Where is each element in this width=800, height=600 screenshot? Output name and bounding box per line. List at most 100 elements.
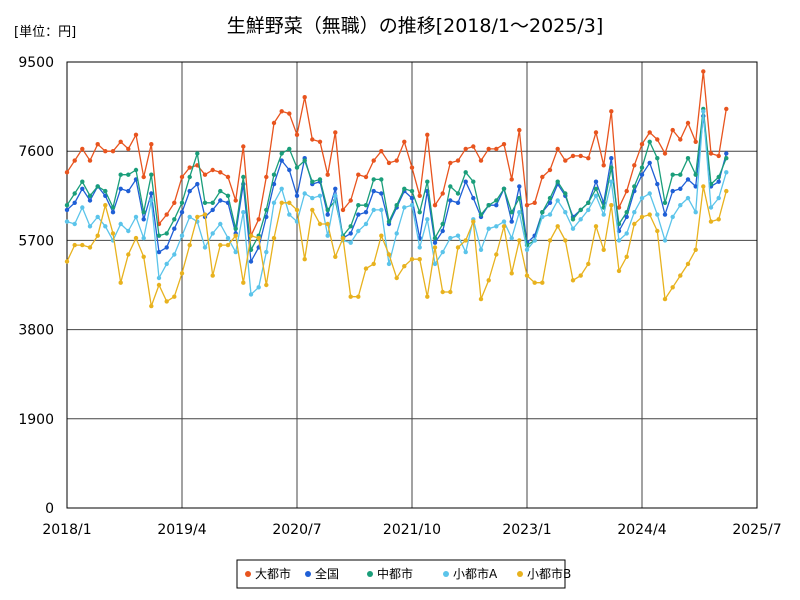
data-point (302, 158, 307, 163)
data-point (724, 151, 729, 156)
data-point (555, 179, 560, 184)
data-point (616, 238, 622, 243)
data-point (509, 271, 514, 276)
data-point (647, 130, 652, 135)
data-point (494, 203, 499, 208)
data-point (471, 179, 476, 184)
data-point (593, 130, 599, 135)
data-point (210, 231, 215, 236)
data-point (494, 224, 499, 229)
data-point (685, 195, 691, 201)
data-point (126, 172, 131, 177)
data-point (87, 224, 93, 229)
data-point (356, 212, 361, 217)
data-point (448, 289, 453, 295)
data-point (233, 226, 238, 231)
data-point (578, 207, 583, 213)
x-tick-label: 2025/7 (732, 522, 781, 538)
data-point (448, 235, 453, 241)
data-point (432, 261, 438, 267)
data-point (248, 259, 254, 264)
data-point (616, 268, 622, 274)
data-point (64, 219, 70, 224)
data-point (310, 195, 315, 201)
data-point (333, 254, 338, 259)
data-point (624, 210, 629, 215)
data-point (141, 210, 146, 215)
data-point (601, 163, 606, 168)
data-point (647, 160, 652, 166)
data-point (172, 226, 177, 231)
data-point (348, 198, 353, 203)
data-point (187, 214, 192, 220)
data-point (379, 207, 384, 213)
data-point (624, 188, 629, 194)
data-point (386, 219, 392, 224)
data-point (241, 144, 246, 149)
data-point (241, 210, 246, 215)
legend-label: 大都市 (255, 566, 291, 581)
data-point (501, 224, 507, 229)
legend-marker (367, 571, 373, 577)
data-point (609, 109, 614, 114)
data-point (547, 167, 553, 173)
data-point (716, 217, 721, 222)
data-point (724, 188, 729, 194)
series-2 (64, 113, 729, 264)
data-point (662, 200, 668, 205)
data-point (141, 217, 146, 222)
data-point (271, 235, 277, 241)
data-point (149, 303, 154, 309)
data-point (95, 142, 100, 147)
legend-marker (443, 571, 449, 577)
data-point (409, 165, 415, 170)
y-tick-label: 1900 (18, 412, 54, 428)
data-point (149, 191, 154, 196)
data-point (118, 221, 123, 227)
data-point (639, 142, 645, 147)
data-point (133, 167, 139, 173)
data-point (287, 146, 292, 152)
data-point (425, 217, 430, 222)
data-point (586, 200, 591, 205)
legend-marker (245, 571, 251, 577)
data-point (670, 188, 675, 194)
data-point (248, 292, 254, 297)
data-point (670, 127, 675, 133)
data-point (524, 273, 530, 278)
data-point (509, 177, 514, 182)
data-point (218, 188, 223, 194)
data-point (118, 172, 123, 177)
data-point (179, 233, 185, 238)
data-point (72, 242, 77, 248)
data-point (95, 214, 100, 220)
data-point (172, 200, 177, 205)
data-point (164, 299, 169, 304)
data-point (409, 195, 415, 201)
data-point (210, 207, 215, 213)
data-point (501, 219, 507, 224)
data-point (478, 296, 484, 302)
data-point (294, 207, 300, 213)
data-point (639, 165, 645, 170)
data-point (685, 261, 691, 267)
data-point (463, 179, 468, 184)
data-point (540, 214, 545, 220)
data-point (524, 247, 530, 252)
data-point (202, 200, 208, 205)
data-point (563, 210, 568, 215)
data-point (478, 158, 484, 163)
data-point (225, 235, 231, 241)
data-point (517, 210, 522, 215)
data-point (701, 109, 706, 114)
data-point (386, 261, 392, 267)
data-point (471, 219, 476, 224)
data-point (655, 181, 660, 187)
y-tick-label: 3800 (18, 323, 54, 339)
data-point (662, 212, 668, 217)
data-point (425, 294, 430, 299)
data-point (80, 205, 85, 210)
data-point (486, 278, 491, 283)
plot-frame (66, 61, 758, 509)
data-point (225, 193, 231, 198)
